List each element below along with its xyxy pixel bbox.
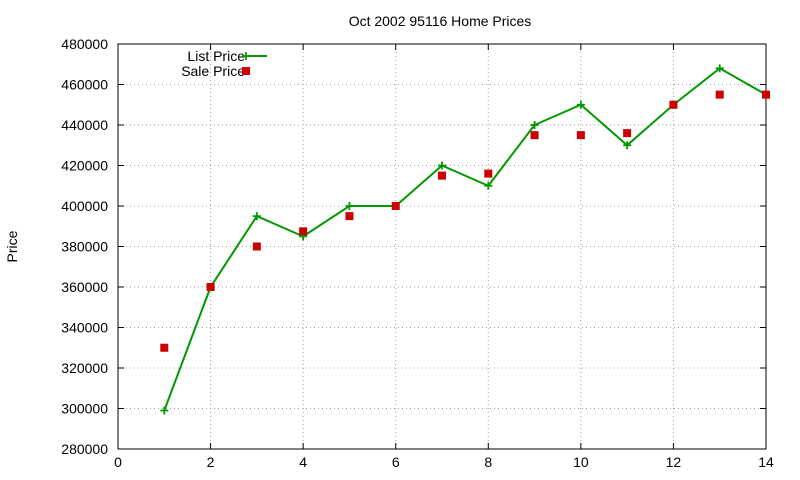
data-point — [623, 129, 632, 138]
data-point — [623, 141, 632, 150]
data-point — [438, 171, 446, 180]
y-tick-label: 380000 — [61, 239, 108, 255]
chart-title: Oct 2002 95116 Home Prices — [349, 13, 532, 29]
data-point — [530, 131, 539, 140]
data-point — [484, 169, 493, 178]
data-point — [160, 406, 169, 415]
y-tick-label: 360000 — [61, 279, 108, 295]
y-axis-label: Price — [4, 230, 20, 262]
data-point — [576, 131, 585, 140]
legend-label: List Price — [187, 48, 245, 64]
y-tick-label: 300000 — [61, 401, 108, 417]
grid-lines — [118, 44, 766, 449]
data-point — [252, 242, 261, 251]
data-point — [299, 227, 308, 236]
series-sale-price — [160, 90, 770, 352]
x-tick-label: 6 — [392, 454, 400, 470]
x-tick-label: 4 — [299, 454, 307, 470]
y-tick-label: 460000 — [61, 77, 108, 93]
legend-label: Sale Price — [181, 63, 245, 79]
x-tick-label: 10 — [573, 454, 589, 470]
data-point — [530, 121, 539, 129]
y-axis-ticks: 280000 300000 320000 340000 360000 380000 4000… — [61, 36, 766, 457]
legend-marker — [242, 67, 250, 75]
data-point — [484, 181, 493, 190]
series-layer — [160, 64, 770, 415]
legend-marker — [242, 52, 250, 60]
data-point — [160, 343, 169, 352]
y-tick-label: 480000 — [61, 36, 108, 52]
data-point — [762, 90, 770, 99]
y-tick-label: 420000 — [61, 158, 108, 174]
x-tick-label: 8 — [484, 454, 492, 470]
y-tick-label: 340000 — [61, 320, 108, 336]
y-tick-label: 440000 — [61, 117, 108, 133]
x-tick-label: 14 — [758, 454, 774, 470]
y-tick-label: 400000 — [61, 198, 108, 214]
data-point — [715, 64, 724, 73]
series-line — [163, 67, 767, 411]
data-point — [345, 212, 354, 221]
data-point — [576, 100, 585, 109]
x-tick-label: 0 — [114, 454, 122, 470]
data-point — [669, 100, 678, 109]
data-point — [438, 161, 446, 170]
data-point — [206, 283, 215, 291]
y-tick-label: 320000 — [61, 360, 108, 376]
data-point — [252, 212, 261, 221]
data-point — [391, 202, 400, 210]
y-tick-label: 280000 — [61, 441, 108, 457]
data-point — [345, 202, 354, 210]
x-tick-label: 2 — [207, 454, 215, 470]
data-point — [715, 90, 724, 99]
x-axis-ticks: 0 2 4 6 8 10 12 14 — [114, 44, 774, 470]
series-list-price — [160, 64, 770, 415]
x-tick-label: 12 — [666, 454, 682, 470]
